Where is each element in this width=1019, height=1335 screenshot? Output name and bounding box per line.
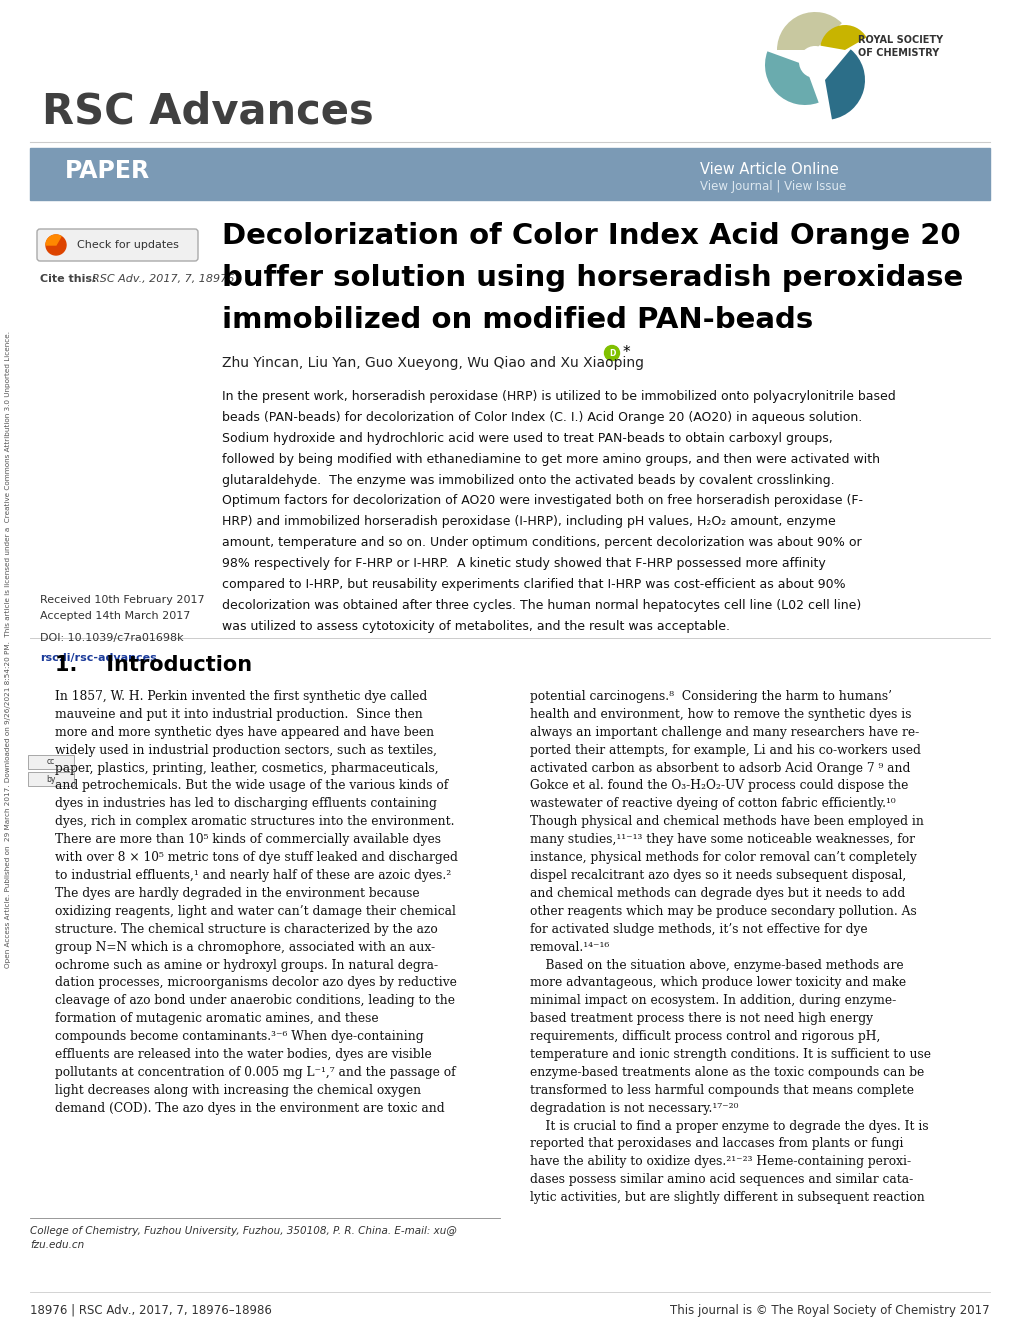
Text: *: * bbox=[623, 346, 630, 360]
Text: View Journal | View Issue: View Journal | View Issue bbox=[699, 180, 846, 194]
Text: 1.    Introduction: 1. Introduction bbox=[55, 655, 252, 676]
Bar bbox=[28, 756, 74, 769]
Text: Cite this:: Cite this: bbox=[40, 274, 97, 284]
Text: This journal is © The Royal Society of Chemistry 2017: This journal is © The Royal Society of C… bbox=[669, 1304, 989, 1318]
Text: immobilized on modified PAN-beads: immobilized on modified PAN-beads bbox=[222, 306, 812, 334]
Text: Received 10th February 2017: Received 10th February 2017 bbox=[40, 595, 205, 605]
Text: ROYAL SOCIETY: ROYAL SOCIETY bbox=[857, 35, 943, 45]
FancyBboxPatch shape bbox=[37, 230, 198, 262]
Wedge shape bbox=[46, 235, 61, 246]
Text: Decolorization of Color Index Acid Orange 20: Decolorization of Color Index Acid Orang… bbox=[222, 222, 960, 250]
Text: glutaraldehyde.  The enzyme was immobilized onto the activated beads by covalent: glutaraldehyde. The enzyme was immobiliz… bbox=[222, 474, 834, 486]
Wedge shape bbox=[776, 12, 841, 49]
Circle shape bbox=[798, 45, 830, 77]
Text: was utilized to assess cytotoxicity of metabolites, and the result was acceptabl: was utilized to assess cytotoxicity of m… bbox=[222, 619, 730, 633]
Text: fzu.edu.cn: fzu.edu.cn bbox=[30, 1240, 85, 1250]
Text: cc: cc bbox=[47, 757, 55, 766]
Text: 98% respectively for F-HRP or I-HRP.  A kinetic study showed that F-HRP possesse: 98% respectively for F-HRP or I-HRP. A k… bbox=[222, 557, 825, 570]
Circle shape bbox=[604, 346, 619, 360]
Text: Sodium hydroxide and hydrochloric acid were used to treat PAN-beads to obtain ca: Sodium hydroxide and hydrochloric acid w… bbox=[222, 431, 832, 445]
Text: College of Chemistry, Fuzhou University, Fuzhou, 350108, P. R. China. E-mail: xu: College of Chemistry, Fuzhou University,… bbox=[30, 1226, 457, 1236]
Text: rsc.li/rsc-advances: rsc.li/rsc-advances bbox=[40, 653, 157, 663]
Text: Accepted 14th March 2017: Accepted 14th March 2017 bbox=[40, 611, 191, 621]
Text: beads (PAN-beads) for decolorization of Color Index (C. I.) Acid Orange 20 (AO20: beads (PAN-beads) for decolorization of … bbox=[222, 411, 861, 425]
Text: In the present work, horseradish peroxidase (HRP) is utilized to be immobilized : In the present work, horseradish peroxid… bbox=[222, 390, 895, 403]
Text: amount, temperature and so on. Under optimum conditions, percent decolorization : amount, temperature and so on. Under opt… bbox=[222, 537, 861, 549]
Text: compared to I-HRP, but reusability experiments clarified that I-HRP was cost-eff: compared to I-HRP, but reusability exper… bbox=[222, 578, 845, 591]
Text: RSC Advances: RSC Advances bbox=[42, 89, 373, 132]
Text: D: D bbox=[608, 348, 614, 358]
Text: by: by bbox=[46, 774, 56, 784]
Text: Zhu Yincan, Liu Yan, Guo Xueyong, Wu Qiao and Xu Xiaoping: Zhu Yincan, Liu Yan, Guo Xueyong, Wu Qia… bbox=[222, 356, 643, 370]
Text: PAPER: PAPER bbox=[65, 159, 150, 183]
Text: potential carcinogens.⁸  Considering the harm to humans’
health and environment,: potential carcinogens.⁸ Considering the … bbox=[530, 690, 930, 1204]
Text: Check for updates: Check for updates bbox=[76, 240, 178, 250]
Bar bbox=[28, 772, 74, 786]
Wedge shape bbox=[764, 51, 818, 105]
Text: RSC Adv., 2017, 7, 18976: RSC Adv., 2017, 7, 18976 bbox=[92, 274, 234, 284]
Text: 18976 | RSC Adv., 2017, 7, 18976–18986: 18976 | RSC Adv., 2017, 7, 18976–18986 bbox=[30, 1304, 272, 1318]
Wedge shape bbox=[824, 49, 864, 119]
Wedge shape bbox=[819, 25, 866, 49]
Text: Open Access Article. Published on  29 March 2017. Downloaded on 9/26/2021 8:54:2: Open Access Article. Published on 29 Mar… bbox=[5, 331, 11, 968]
Bar bbox=[30, 148, 989, 200]
Circle shape bbox=[46, 235, 66, 255]
Text: decolorization was obtained after three cycles. The human normal hepatocytes cel: decolorization was obtained after three … bbox=[222, 599, 860, 611]
Text: followed by being modified with ethanediamine to get more amino groups, and then: followed by being modified with ethanedi… bbox=[222, 453, 879, 466]
Text: OF CHEMISTRY: OF CHEMISTRY bbox=[857, 48, 938, 57]
Text: DOI: 10.1039/c7ra01698k: DOI: 10.1039/c7ra01698k bbox=[40, 633, 183, 643]
Text: In 1857, W. H. Perkin invented the first synthetic dye called
mauveine and put i: In 1857, W. H. Perkin invented the first… bbox=[55, 690, 458, 1115]
Text: Optimum factors for decolorization of AO20 were investigated both on free horser: Optimum factors for decolorization of AO… bbox=[222, 494, 862, 507]
Text: HRP) and immobilized horseradish peroxidase (I-HRP), including pH values, H₂O₂ a: HRP) and immobilized horseradish peroxid… bbox=[222, 515, 835, 529]
Text: View Article Online: View Article Online bbox=[699, 162, 838, 178]
Text: buffer solution using horseradish peroxidase: buffer solution using horseradish peroxi… bbox=[222, 264, 962, 292]
